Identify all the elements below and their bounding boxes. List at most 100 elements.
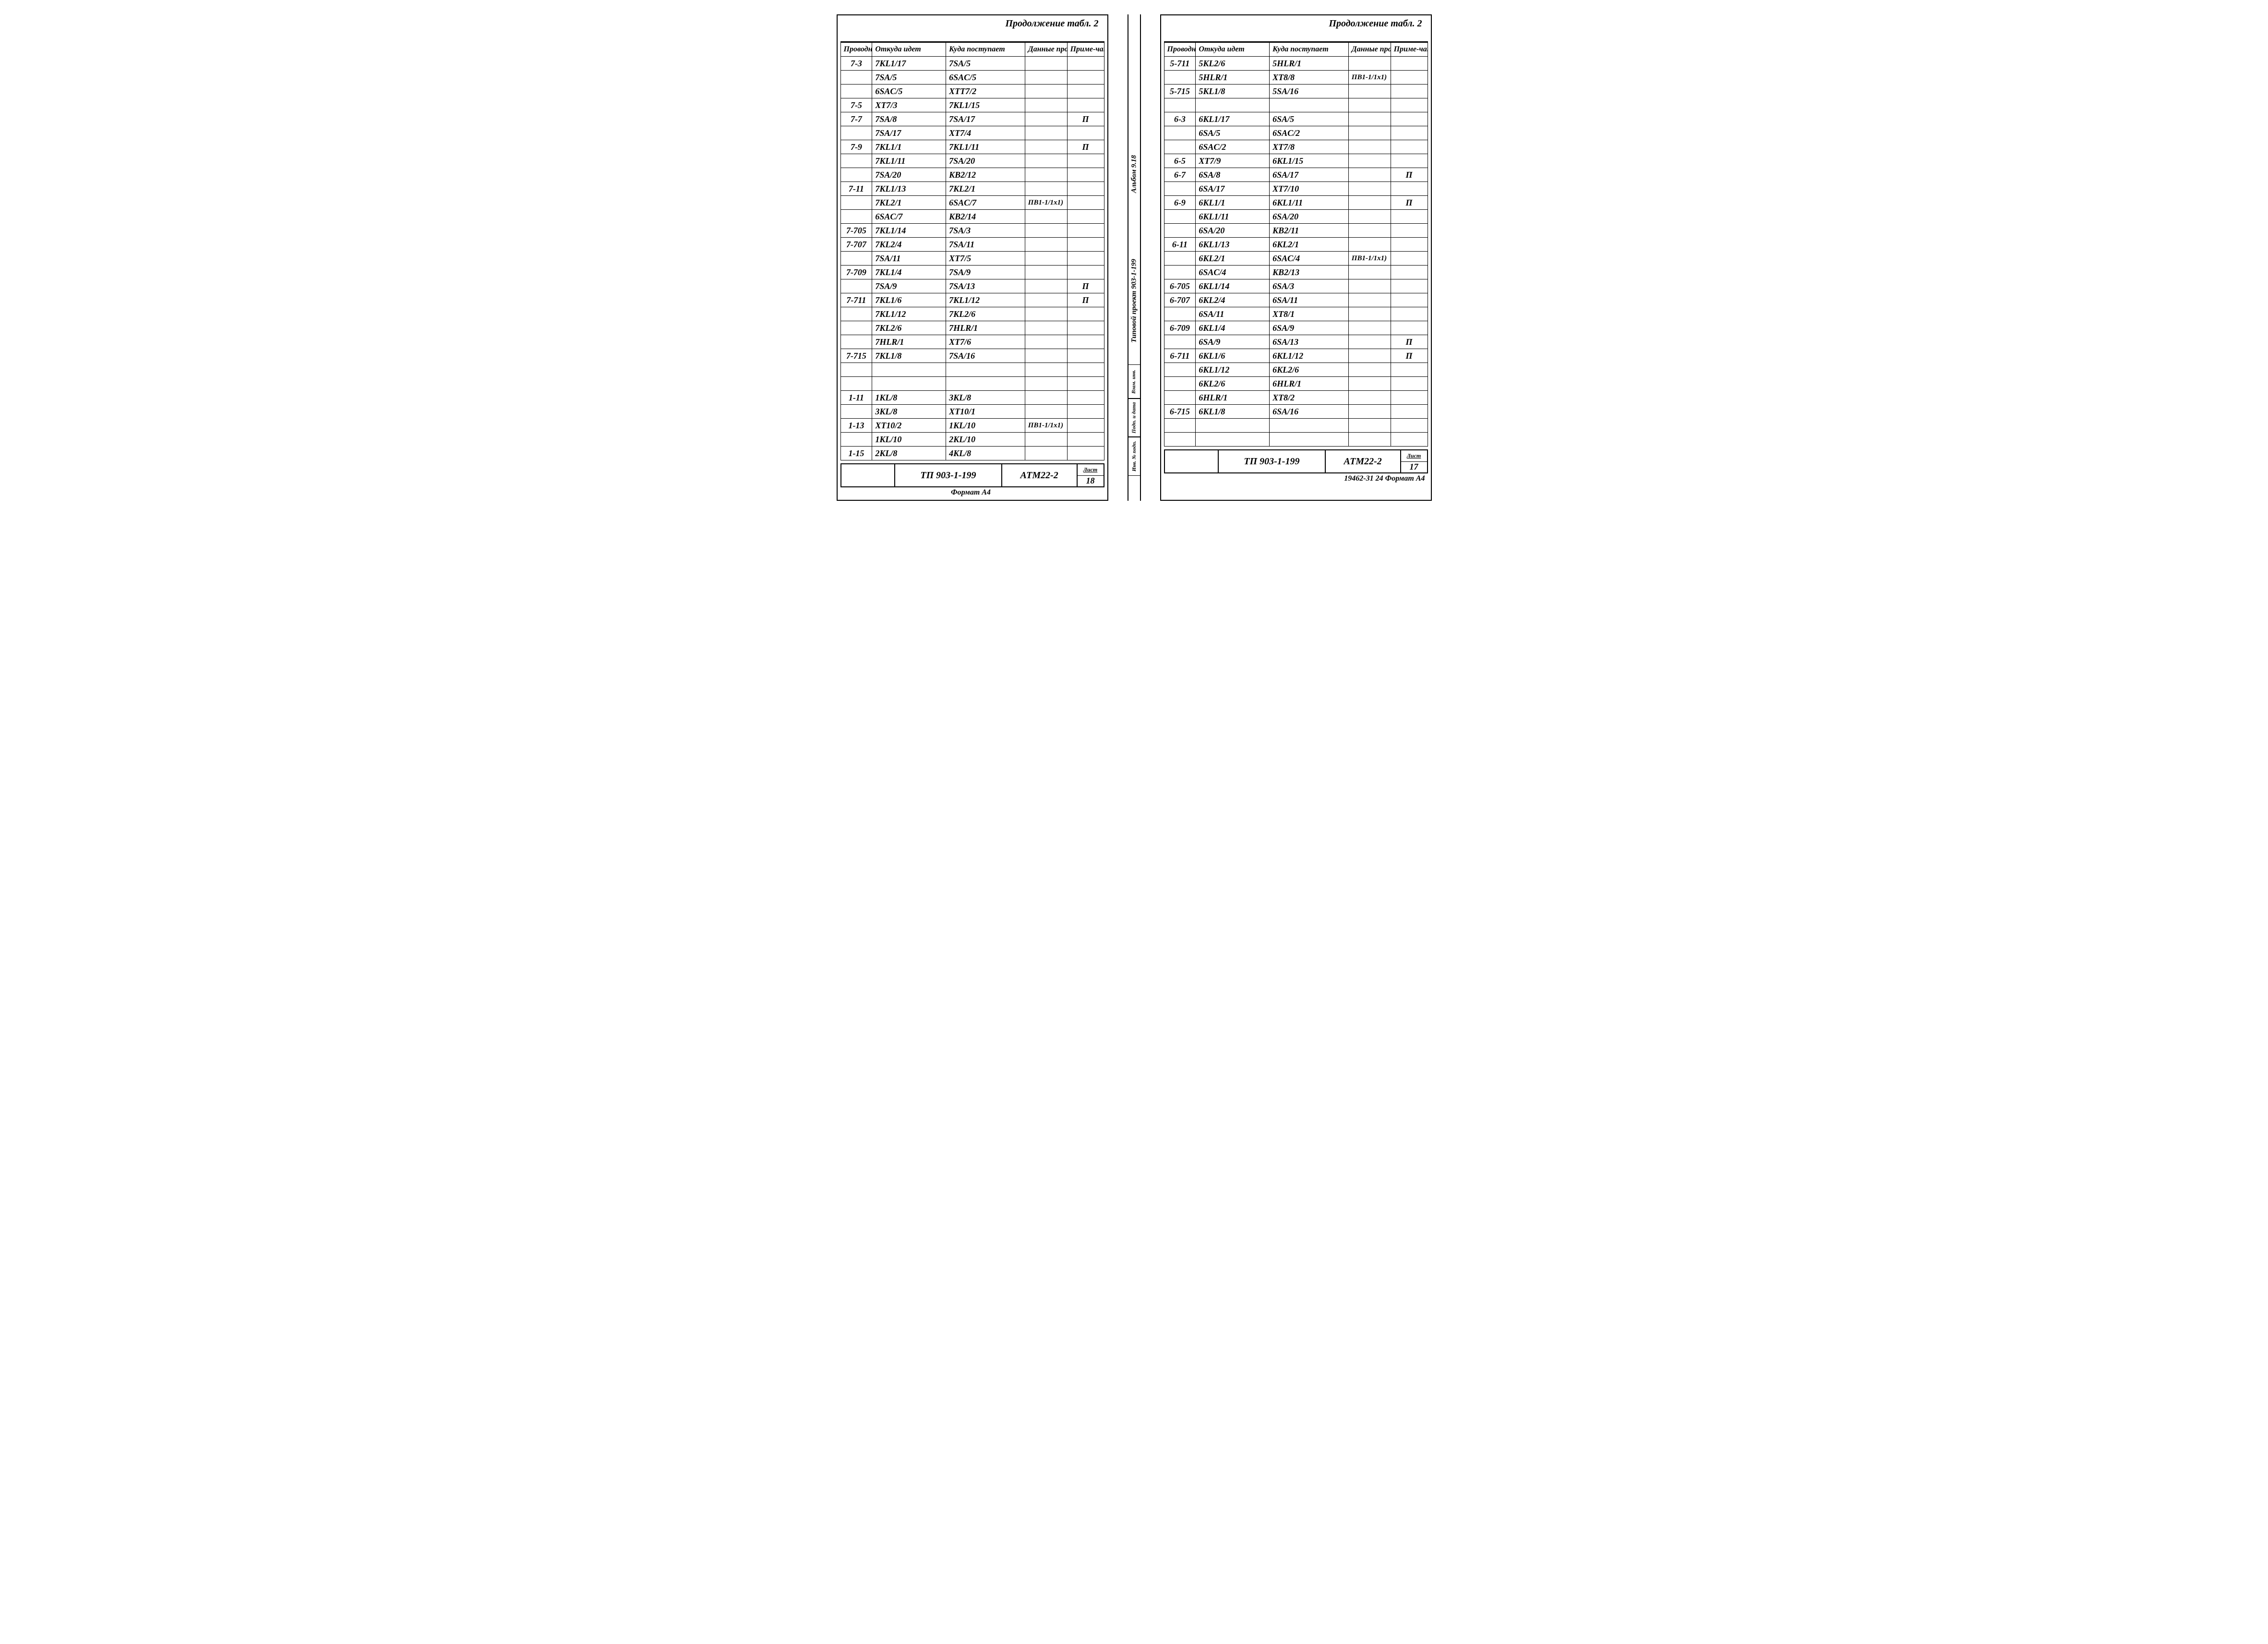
cell-note — [1067, 307, 1104, 321]
cell-conductor: 6-715 — [1164, 405, 1196, 419]
table-row: 6KL1/126KL2/6 — [1164, 363, 1428, 377]
cell-from: 7SA/9 — [872, 279, 946, 293]
cell-to: XTT7/2 — [946, 85, 1025, 98]
th-wire-data: Данные провода — [1348, 43, 1391, 57]
cell-conductor — [840, 168, 872, 182]
gutter-seg-top: Взам. инв. — [1128, 364, 1140, 399]
cell-note — [1391, 321, 1428, 335]
cell-wire-data — [1025, 224, 1067, 238]
cell-conductor — [1164, 419, 1196, 433]
cell-from: 6KL2/1 — [1196, 252, 1270, 266]
cell-to: 6SA/5 — [1270, 112, 1349, 126]
cell-wire-data — [1025, 266, 1067, 279]
cell-from: 6SA/8 — [1196, 168, 1270, 182]
cell-from: 6KL1/11 — [1196, 210, 1270, 224]
cell-note — [1391, 112, 1428, 126]
cell-conductor — [840, 126, 872, 140]
gutter-album: Альбом 9.18 — [1130, 155, 1138, 193]
cell-from: 3KL/8 — [872, 405, 946, 419]
sheet-label-right: Лист — [1401, 450, 1427, 462]
cell-from: 7KL1/17 — [872, 57, 946, 71]
cell-from — [1196, 433, 1270, 447]
cell-conductor: 7-9 — [840, 140, 872, 154]
table-row — [1164, 98, 1428, 112]
cell-note — [1391, 433, 1428, 447]
cell-from: 6KL1/14 — [1196, 279, 1270, 293]
cell-to: XT10/1 — [946, 405, 1025, 419]
cell-conductor — [1164, 307, 1196, 321]
table-row: 6-116KL1/136KL2/1 — [1164, 238, 1428, 252]
cell-from: 1KL/10 — [872, 433, 946, 447]
cell-note — [1067, 377, 1104, 391]
cell-from: 7KL2/1 — [872, 196, 946, 210]
cell-from: 6KL1/1 — [1196, 196, 1270, 210]
cell-to — [1270, 419, 1349, 433]
cell-from: XT7/3 — [872, 98, 946, 112]
cell-to: 6HLR/1 — [1270, 377, 1349, 391]
cell-wire-data — [1025, 168, 1067, 182]
table-row: 7KL1/127KL2/6 — [840, 307, 1104, 321]
cell-conductor — [1164, 433, 1196, 447]
table-row: 7-7157KL1/87SA/16 — [840, 349, 1104, 363]
table-row: 6KL1/116SA/20 — [1164, 210, 1428, 224]
cell-wire-data — [1025, 349, 1067, 363]
footer-code-left: АТМ22-2 — [1002, 464, 1078, 486]
table-row: 7-7097KL1/47SA/9 — [840, 266, 1104, 279]
cell-wire-data — [1025, 363, 1067, 377]
cell-conductor: 7-709 — [840, 266, 872, 279]
cell-wire-data — [1025, 57, 1067, 71]
cell-to: XT7/6 — [946, 335, 1025, 349]
cell-from: 5KL2/6 — [1196, 57, 1270, 71]
under-footer-left: Формат A4 — [840, 487, 1104, 497]
cell-conductor — [1164, 98, 1196, 112]
cell-conductor: 6-5 — [1164, 154, 1196, 168]
cell-from: 6KL1/4 — [1196, 321, 1270, 335]
cell-from: 6HLR/1 — [1196, 391, 1270, 405]
table-row: 7-7077KL2/47SA/11 — [840, 238, 1104, 252]
table-row: 7-5XT7/37KL1/15 — [840, 98, 1104, 112]
table-row: 6-5XT7/96KL1/15 — [1164, 154, 1428, 168]
cell-conductor: 1-15 — [840, 447, 872, 460]
cell-to: 6KL1/11 — [1270, 196, 1349, 210]
cell-note — [1391, 377, 1428, 391]
cell-from: 5HLR/1 — [1196, 71, 1270, 85]
footer-project-left: ТП 903-1-199 — [895, 464, 1002, 486]
cell-wire-data — [1025, 85, 1067, 98]
cell-note — [1067, 252, 1104, 266]
cell-wire-data: ПВ1-1/1х1) — [1348, 252, 1391, 266]
cell-to: 7KL2/6 — [946, 307, 1025, 321]
table-row: 6SAC/5XTT7/2 — [840, 85, 1104, 98]
cell-conductor: 1-13 — [840, 419, 872, 433]
cell-conductor: 7-705 — [840, 224, 872, 238]
cell-wire-data — [1348, 377, 1391, 391]
cell-from: 6SA/9 — [1196, 335, 1270, 349]
cell-note — [1391, 405, 1428, 419]
cell-conductor — [840, 210, 872, 224]
cell-wire-data: ПВ1-1/1х1) — [1348, 71, 1391, 85]
cell-to: XT7/4 — [946, 126, 1025, 140]
table-row — [840, 363, 1104, 377]
cell-wire-data — [1348, 224, 1391, 238]
th-conductor: Проводник — [1164, 43, 1196, 57]
cell-conductor: 6-711 — [1164, 349, 1196, 363]
cell-conductor — [840, 335, 872, 349]
table-row: 7-7117KL1/67KL1/12П — [840, 293, 1104, 307]
cell-from: 7SA/11 — [872, 252, 946, 266]
cell-note — [1391, 57, 1428, 71]
cell-note — [1067, 182, 1104, 196]
cell-to: 5SA/16 — [1270, 85, 1349, 98]
table-row: 7SA/56SAC/5 — [840, 71, 1104, 85]
cell-conductor — [1164, 377, 1196, 391]
cell-conductor — [840, 196, 872, 210]
cell-wire-data — [1348, 335, 1391, 349]
gutter-seg-mid: Подп. и дата — [1128, 398, 1140, 437]
table-row: 6-7076KL2/46SA/11 — [1164, 293, 1428, 307]
footer-spacer — [841, 464, 895, 486]
cell-wire-data — [1348, 238, 1391, 252]
table-row: 7KL2/67HLR/1 — [840, 321, 1104, 335]
cell-note — [1067, 168, 1104, 182]
cell-conductor: 6-3 — [1164, 112, 1196, 126]
cell-note — [1067, 154, 1104, 168]
cell-note — [1391, 182, 1428, 196]
cell-note — [1067, 335, 1104, 349]
